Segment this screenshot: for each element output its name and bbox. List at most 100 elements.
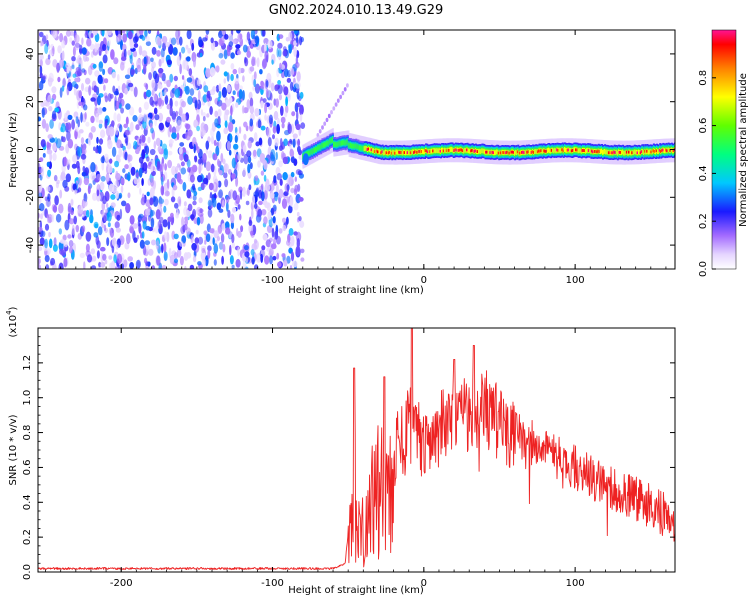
spectrogram-noise-cell: [176, 35, 180, 46]
spectrogram-noise-cell: [127, 192, 131, 199]
spectrogram-noise-cell: [235, 258, 241, 268]
spectrogram-noise-cell: [138, 107, 142, 114]
spectrogram-noise-cell: [207, 199, 213, 207]
spectrogram-noise-cell: [169, 254, 176, 265]
spectrogram-ytick-label: 0: [25, 146, 36, 152]
spectrogram-noise-cell: [51, 86, 57, 94]
spectrogram-noise-cell: [163, 205, 167, 213]
spectrogram-noise-cell: [254, 83, 261, 94]
spectrogram-noise-cell: [157, 145, 162, 153]
spectrogram-noise-cell: [104, 259, 108, 265]
spectrogram-noise-cell: [161, 185, 165, 196]
spectrogram-noise-cell: [207, 172, 211, 181]
spectrogram-noise-cell: [131, 64, 135, 71]
spectrogram-noise-cell: [143, 113, 147, 123]
spectrogram-noise-cell: [300, 248, 305, 254]
spectrogram-xtick-label: -100: [261, 275, 284, 286]
spectrogram-noise-cell: [57, 45, 62, 54]
spectrogram-noise-cell: [184, 85, 190, 95]
spectrogram-noise-cell: [210, 163, 215, 173]
spectrogram-noise-cell: [135, 259, 141, 269]
spectrogram-noise-cell: [121, 56, 127, 61]
spectrogram-noise-cell: [55, 213, 62, 223]
spectrogram-band-cell: [313, 148, 316, 153]
spectrogram-noise-cell: [232, 68, 238, 75]
spectrogram-noise-cell: [185, 131, 191, 141]
spectrogram-noise-cell: [192, 136, 197, 148]
spectrogram-noise-cell: [265, 239, 272, 248]
spectrogram-noise-cell: [240, 225, 244, 233]
spectrogram-noise-cell: [238, 89, 243, 100]
spectrogram-noise-cell: [115, 227, 121, 233]
spectrogram-band-cell: [369, 146, 371, 152]
spectrogram-noise-cell: [188, 68, 193, 77]
spectrogram-noise-cell: [288, 228, 294, 236]
spectrogram-noise-cell: [123, 259, 128, 268]
spectrogram-noise-cell: [200, 250, 206, 261]
spectrogram-band-cell: [433, 148, 436, 153]
spectrogram-noise-cell: [71, 163, 77, 169]
spectrogram-noise-cell: [80, 153, 87, 160]
spectrogram-noise-cell: [158, 67, 164, 74]
spectrogram-noise-cell: [321, 125, 324, 130]
spectrogram-noise-cell: [129, 54, 133, 64]
spectrogram-noise-cell: [143, 64, 147, 75]
spectrogram-band-cell: [496, 149, 499, 155]
spectrogram-band-cell: [464, 147, 467, 153]
spectrogram-noise-cell: [85, 231, 92, 242]
spectrogram-noise-cell: [90, 248, 96, 255]
spectrogram-noise-cell: [173, 252, 178, 260]
spectrogram-noise-cell: [229, 255, 234, 265]
spectrogram-noise-cell: [212, 197, 217, 208]
spectrogram-noise-cell: [213, 139, 217, 146]
spectrogram-noise-cell: [197, 90, 201, 101]
spectrogram-noise-cell: [103, 84, 106, 91]
spectrogram-noise-cell: [228, 149, 232, 156]
spectrogram-noise-cell: [139, 187, 142, 195]
spectrogram-noise-cell: [102, 68, 106, 76]
spectrogram-noise-cell: [217, 158, 220, 167]
spectrogram-noise-cell: [230, 213, 235, 224]
spectrogram-noise-cell: [47, 214, 53, 223]
spectrogram-noise-cell: [67, 206, 73, 214]
spectrogram-noise-cell: [289, 67, 295, 77]
spectrogram-noise-cell: [144, 168, 148, 175]
spectrogram-noise-cell: [267, 137, 272, 147]
spectrogram-noise-cell: [90, 97, 96, 102]
spectrogram-noise-cell: [59, 239, 66, 244]
spectrogram-noise-cell: [196, 216, 201, 226]
spectrogram-noise-cell: [231, 233, 235, 244]
spectrogram-noise-cell: [282, 49, 287, 57]
spectrogram-noise-cell: [253, 238, 258, 244]
spectrogram-noise-cell: [290, 235, 295, 247]
spectrogram-band-cell: [342, 140, 345, 146]
spectrogram-noise-cell: [181, 113, 187, 123]
spectrogram-noise-cell: [235, 176, 239, 187]
snr-ytick-label: 0.4: [22, 494, 33, 510]
spectrogram-noise-cell: [189, 264, 195, 269]
spectrogram-noise-cell: [112, 85, 116, 93]
spectrogram-noise-cell: [154, 73, 160, 84]
spectrogram-noise-cell: [45, 34, 49, 40]
spectrogram-noise-cell: [125, 116, 129, 126]
spectrogram-noise-cell: [248, 219, 253, 226]
spectrogram-noise-cell: [209, 67, 216, 77]
spectrogram-noise-cell: [114, 266, 118, 269]
spectrogram-noise-cell: [217, 180, 222, 188]
spectrogram-noise-cell: [293, 188, 298, 196]
spectrogram-band-cell: [514, 150, 517, 156]
spectrogram-noise-cell: [182, 181, 187, 192]
spectrogram-noise-cell: [149, 148, 156, 156]
spectrogram-noise-cell: [264, 42, 267, 54]
spectrogram-noise-cell: [115, 30, 119, 36]
spectrogram-peak-cell: [650, 150, 653, 154]
spectrogram-band-cell: [573, 147, 576, 153]
spectrogram-noise-cell: [38, 116, 42, 122]
spectrogram-noise-cell: [151, 100, 155, 108]
spectrogram-noise-cell: [286, 77, 292, 83]
spectrogram-noise-cell: [243, 245, 249, 251]
spectrogram-noise-cell: [163, 242, 167, 253]
spectrogram-noise-cell: [253, 78, 257, 88]
spectrogram-band-cell: [356, 144, 359, 149]
spectrogram-band-cell: [317, 145, 320, 151]
